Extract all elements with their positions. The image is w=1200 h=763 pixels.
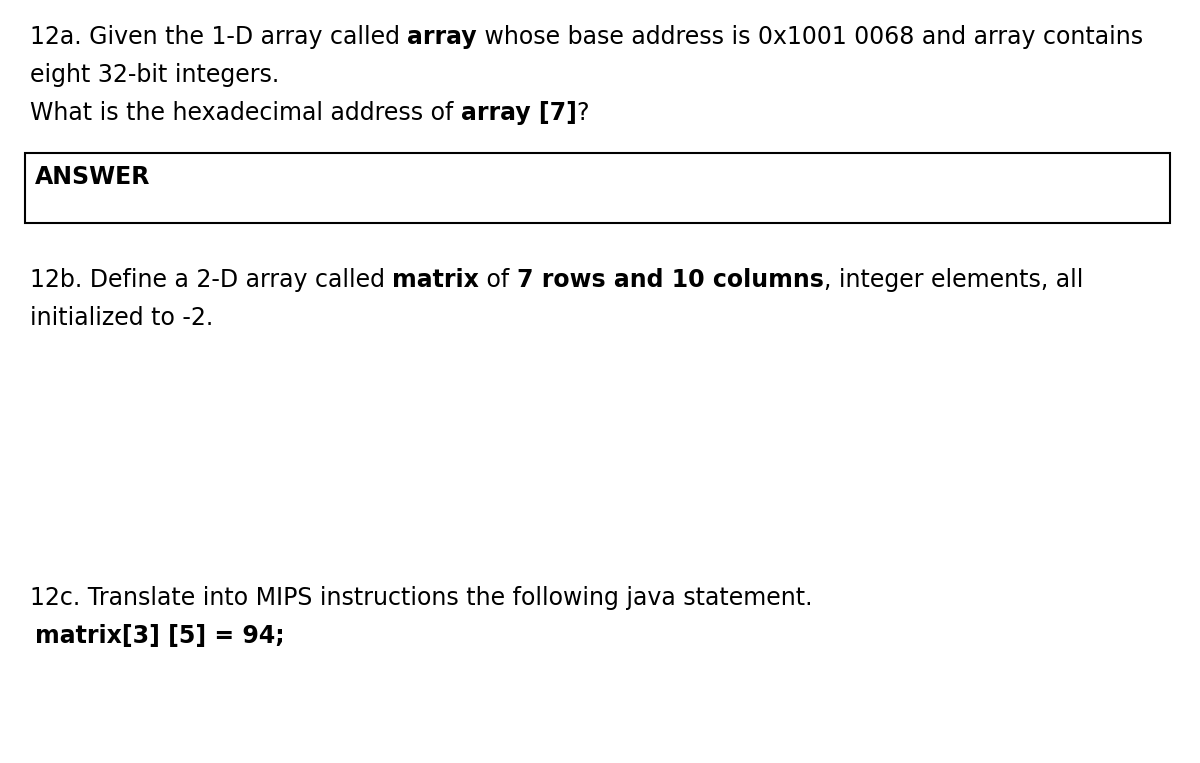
Text: , integer elements, all: , integer elements, all: [824, 268, 1084, 292]
Text: whose base address is 0x1001 0068 and array contains: whose base address is 0x1001 0068 and ar…: [478, 25, 1144, 49]
Text: ANSWER: ANSWER: [35, 165, 150, 189]
Text: What is the hexadecimal address of: What is the hexadecimal address of: [30, 101, 461, 125]
Text: 7 rows and 10 columns: 7 rows and 10 columns: [517, 268, 824, 292]
Text: 12c. Translate into MIPS instructions the following java statement.: 12c. Translate into MIPS instructions th…: [30, 586, 812, 610]
Text: 12a. Given the 1-D array called: 12a. Given the 1-D array called: [30, 25, 408, 49]
Bar: [25, 153, 1170, 223]
Text: initialized to -2.: initialized to -2.: [30, 306, 214, 330]
Text: matrix[3] [5] = 94;: matrix[3] [5] = 94;: [35, 624, 284, 648]
Text: ?: ?: [577, 101, 589, 125]
Text: matrix: matrix: [392, 268, 479, 292]
Text: of: of: [479, 268, 517, 292]
Text: array: array: [408, 25, 478, 49]
Text: eight 32-bit integers.: eight 32-bit integers.: [30, 63, 280, 87]
Text: array [7]: array [7]: [461, 101, 577, 125]
Text: 12b. Define a 2-D array called: 12b. Define a 2-D array called: [30, 268, 392, 292]
